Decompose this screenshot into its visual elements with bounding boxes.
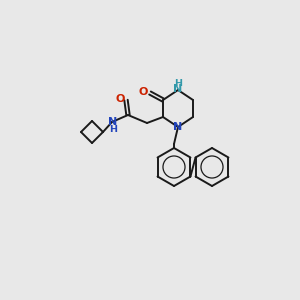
Text: N: N: [173, 122, 183, 132]
Text: H: H: [174, 79, 182, 88]
Text: N: N: [108, 117, 118, 127]
Text: N: N: [173, 84, 183, 94]
Text: H: H: [109, 124, 117, 134]
Text: O: O: [138, 87, 148, 97]
Text: O: O: [115, 94, 125, 104]
